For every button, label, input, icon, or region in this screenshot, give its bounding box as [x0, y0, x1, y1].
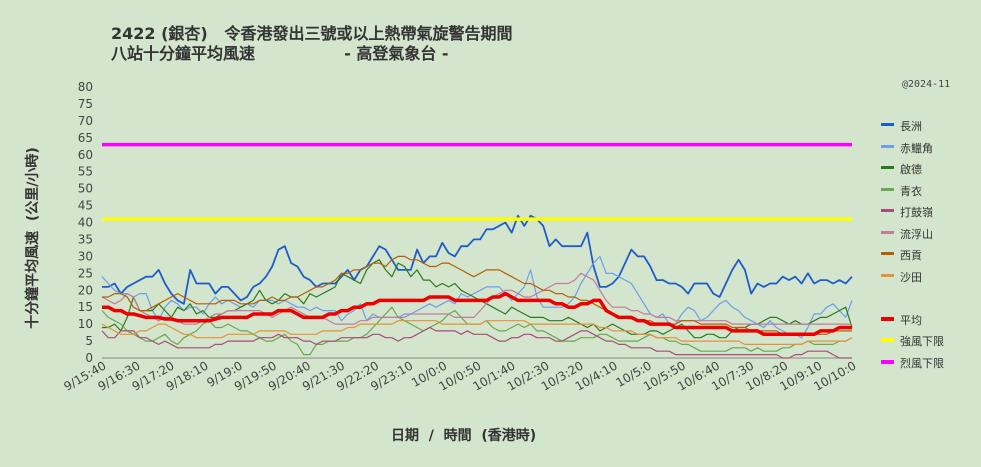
legend-label: 流浮山	[900, 227, 933, 241]
legend-item: 沙田	[878, 269, 978, 285]
series-line-7	[101, 320, 853, 345]
y-tick-label: 65	[78, 131, 93, 145]
legend-item: 長洲	[878, 118, 978, 134]
series-line-1	[101, 255, 853, 339]
legend-item: 青衣	[878, 183, 978, 199]
y-tick-label: 50	[78, 182, 93, 196]
y-tick-label: 25	[78, 266, 93, 280]
legend-label: 啟德	[900, 163, 922, 176]
date-stamp: @2024-11	[902, 79, 951, 90]
legend-swatch	[881, 273, 894, 277]
y-tick-label: 10	[78, 317, 93, 331]
y-tick-label: 80	[78, 80, 93, 94]
y-tick-label: 45	[78, 199, 93, 213]
legend-item: 平均	[878, 312, 978, 328]
x-axis-label: 日期 / 時間 (香港時)	[391, 428, 537, 444]
legend-label: 赤鱲角	[900, 141, 933, 155]
legend-item: 強風下限	[878, 333, 978, 349]
y-tick-label: 60	[78, 148, 93, 162]
legend-label: 西貢	[900, 249, 922, 262]
legend-swatch	[881, 209, 894, 212]
y-tick-label: 70	[78, 114, 93, 128]
legend-swatch	[881, 316, 894, 321]
y-tick-label: 5	[85, 334, 93, 348]
legend-item: 西貢	[878, 247, 978, 263]
legend-item: 烈風下限	[878, 355, 978, 371]
legend-label: 強風下限	[900, 335, 944, 348]
legend-swatch	[881, 338, 894, 342]
legend-label: 沙田	[900, 270, 922, 284]
series-line-4	[101, 326, 852, 359]
y-tick-label: 30	[78, 249, 93, 263]
series-line-5	[101, 272, 852, 325]
legend-label: 平均	[900, 313, 922, 327]
y-tick-label: 20	[78, 283, 93, 297]
series-line-8	[102, 291, 852, 337]
legend-label: 烈風下限	[900, 356, 944, 370]
legend-item: 赤鱲角	[878, 140, 978, 156]
legend-swatch	[881, 230, 894, 234]
legend-swatch	[881, 359, 894, 364]
chart-title-line2: 八站十分鐘平均風速 - 高登氣象台 -	[111, 44, 449, 63]
y-tick-label: 40	[78, 216, 93, 230]
legend-label: 打鼓嶺	[900, 206, 933, 219]
chart-title-line1: 2422 (銀杏) 令香港發出三號或以上熱帶氣旋警告期間	[111, 24, 513, 43]
legend-item: 打鼓嶺	[878, 204, 978, 220]
legend-swatch	[881, 166, 894, 169]
series-line-0	[102, 214, 853, 305]
y-tick-label: 15	[78, 300, 93, 314]
legend-item: 流浮山	[878, 226, 978, 242]
legend-swatch	[881, 144, 894, 148]
y-tick-label: 35	[78, 232, 93, 246]
series-line-6	[102, 255, 852, 335]
y-tick-label: 0	[85, 351, 93, 365]
legend-swatch	[881, 187, 894, 191]
legend-swatch	[881, 123, 894, 126]
legend-swatch	[881, 252, 894, 255]
y-tick-label: 55	[78, 165, 93, 179]
legend-label: 長洲	[900, 120, 922, 133]
legend-item: 啟德	[878, 161, 978, 177]
legend-label: 青衣	[900, 184, 922, 198]
y-tick-label: 75	[78, 97, 93, 111]
